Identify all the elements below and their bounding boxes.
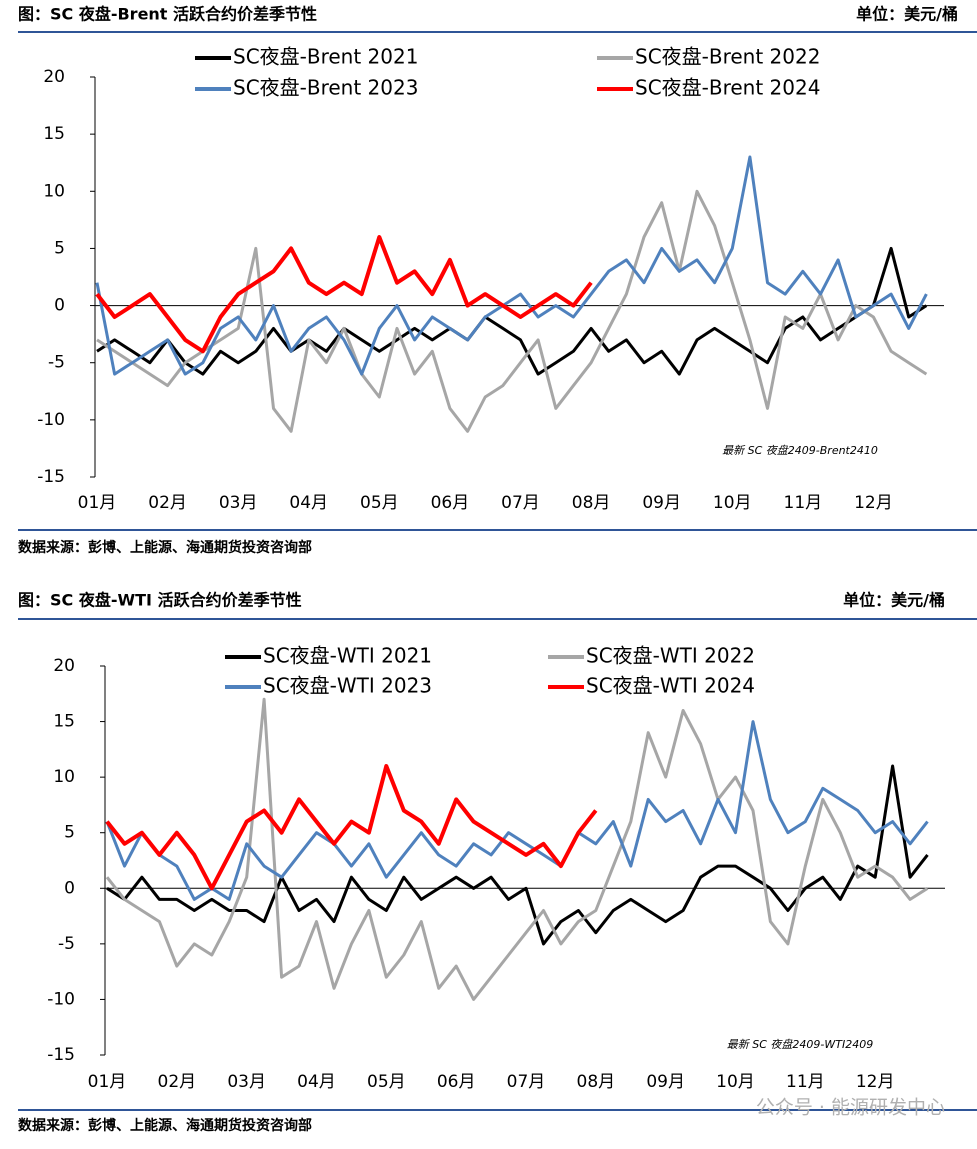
series-line — [105, 697, 929, 1001]
y-tick-label: -15 — [37, 467, 65, 487]
x-tick-label: 10月 — [713, 493, 752, 513]
series-line — [95, 155, 928, 376]
x-tick-label: 09月 — [642, 493, 681, 513]
x-tick-label: 03月 — [219, 493, 258, 513]
annotation: 最新 SC 夜盘2409-Brent2410 — [722, 444, 878, 457]
unit-label: 单位：美元/桶 — [843, 591, 945, 610]
y-tick-label: 10 — [53, 767, 75, 787]
series-line — [106, 764, 929, 946]
x-tick-label: 09月 — [646, 1072, 685, 1092]
legend-label: SC夜盘-Brent 2024 — [635, 76, 820, 100]
x-tick-label: 06月 — [437, 1072, 476, 1092]
x-tick-label: 02月 — [158, 1072, 197, 1092]
x-tick-label: 10月 — [716, 1072, 755, 1092]
y-tick-label: -15 — [47, 1045, 75, 1065]
y-tick-label: 0 — [64, 878, 75, 898]
chart-title: 图：SC 夜盘-Brent 活跃合约价差季节性 — [18, 5, 317, 24]
legend-label: SC夜盘-WTI 2022 — [586, 644, 755, 668]
series-line — [105, 764, 598, 891]
x-tick-label: 07月 — [507, 1072, 546, 1092]
unit-label: 单位：美元/桶 — [856, 5, 958, 24]
y-tick-label: 15 — [43, 124, 65, 144]
y-tick-label: -5 — [48, 353, 65, 373]
x-tick-label: 01月 — [88, 1072, 127, 1092]
source-note: 数据来源：彭博、上能源、海通期货投资咨询部 — [18, 539, 312, 556]
series-line — [95, 235, 593, 354]
legend-label: SC夜盘-Brent 2022 — [635, 45, 820, 69]
x-tick-label: 05月 — [367, 1072, 406, 1092]
y-tick-label: 20 — [43, 67, 65, 87]
x-tick-label: 03月 — [227, 1072, 266, 1092]
legend-label: SC夜盘-Brent 2023 — [233, 76, 418, 100]
y-tick-label: 5 — [54, 238, 65, 258]
y-tick-label: 0 — [54, 296, 65, 316]
series-line — [96, 246, 928, 376]
y-tick-label: -10 — [47, 989, 75, 1009]
x-tick-label: 05月 — [360, 493, 399, 513]
watermark: 公众号 · 能源研发中心 — [756, 1097, 945, 1119]
legend-label: SC夜盘-WTI 2024 — [586, 674, 755, 698]
x-tick-label: 04月 — [297, 1072, 336, 1092]
source-note: 数据来源：彭博、上能源、海通期货投资咨询部 — [18, 1117, 312, 1134]
x-tick-label: 11月 — [784, 493, 823, 513]
y-tick-label: -5 — [58, 934, 75, 954]
y-tick-label: 10 — [43, 181, 65, 201]
legend-label: SC夜盘-WTI 2021 — [263, 644, 432, 668]
y-tick-label: 15 — [53, 712, 75, 732]
y-tick-label: -10 — [37, 410, 65, 430]
series-line — [96, 189, 928, 433]
series-line — [105, 720, 929, 901]
y-tick-label: 5 — [64, 823, 75, 843]
x-tick-label: 11月 — [786, 1072, 825, 1092]
y-tick-label: 20 — [53, 656, 75, 676]
x-tick-label: 12月 — [854, 493, 893, 513]
x-tick-label: 01月 — [78, 493, 117, 513]
x-tick-label: 08月 — [577, 1072, 616, 1092]
x-tick-label: 02月 — [148, 493, 187, 513]
annotation: 最新 SC 夜盘2409-WTI2409 — [727, 1038, 873, 1051]
legend-label: SC夜盘-Brent 2021 — [233, 45, 418, 69]
x-tick-label: 08月 — [572, 493, 611, 513]
x-tick-label: 04月 — [289, 493, 328, 513]
x-tick-label: 12月 — [856, 1072, 895, 1092]
legend-label: SC夜盘-WTI 2023 — [263, 674, 432, 698]
chart-title: 图：SC 夜盘-WTI 活跃合约价差季节性 — [18, 591, 302, 610]
x-tick-label: 06月 — [431, 493, 470, 513]
x-tick-label: 07月 — [501, 493, 540, 513]
